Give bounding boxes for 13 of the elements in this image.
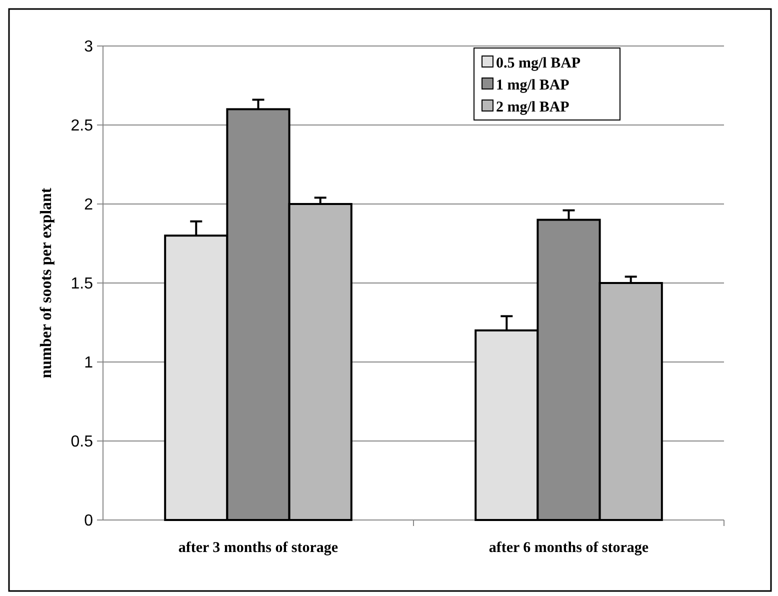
x-tick-label: after 3 months of storage (178, 540, 338, 556)
y-tick-label: 1 (84, 354, 94, 372)
y-tick-label: 2 (84, 196, 94, 214)
legend-label: 1 mg/l BAP (496, 77, 570, 94)
y-tick-label: 3 (84, 38, 94, 56)
y-tick-label: 0.5 (70, 434, 94, 451)
legend-label: 2 mg/l BAP (496, 99, 570, 116)
x-tick-label: after 6 months of storage (488, 540, 649, 556)
legend-label: 0.5 mg/l BAP (496, 55, 581, 72)
y-tick-label: 1.5 (70, 276, 94, 293)
y-axis-title: number of soots per explant (38, 187, 55, 378)
y-tick-label: 2.5 (70, 118, 94, 135)
y-tick-label: 0 (84, 512, 94, 530)
